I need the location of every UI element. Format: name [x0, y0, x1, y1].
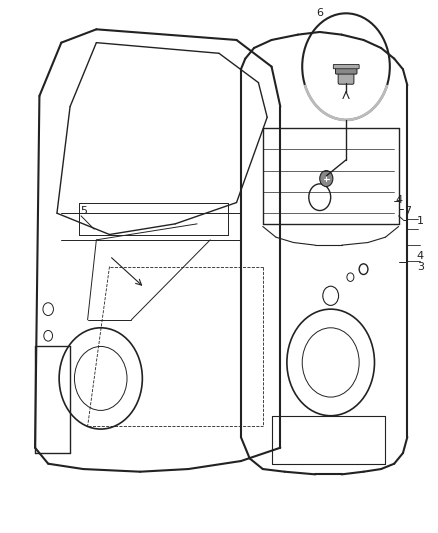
FancyBboxPatch shape: [333, 64, 359, 69]
FancyBboxPatch shape: [336, 67, 357, 74]
Text: 4: 4: [417, 251, 424, 261]
Text: 6: 6: [316, 9, 323, 18]
Text: 4: 4: [395, 195, 402, 205]
Text: 1: 1: [417, 216, 424, 226]
FancyBboxPatch shape: [338, 71, 354, 84]
Text: 5: 5: [80, 206, 87, 215]
Text: 3: 3: [417, 262, 424, 271]
Text: 7: 7: [404, 206, 411, 215]
Circle shape: [320, 171, 333, 187]
